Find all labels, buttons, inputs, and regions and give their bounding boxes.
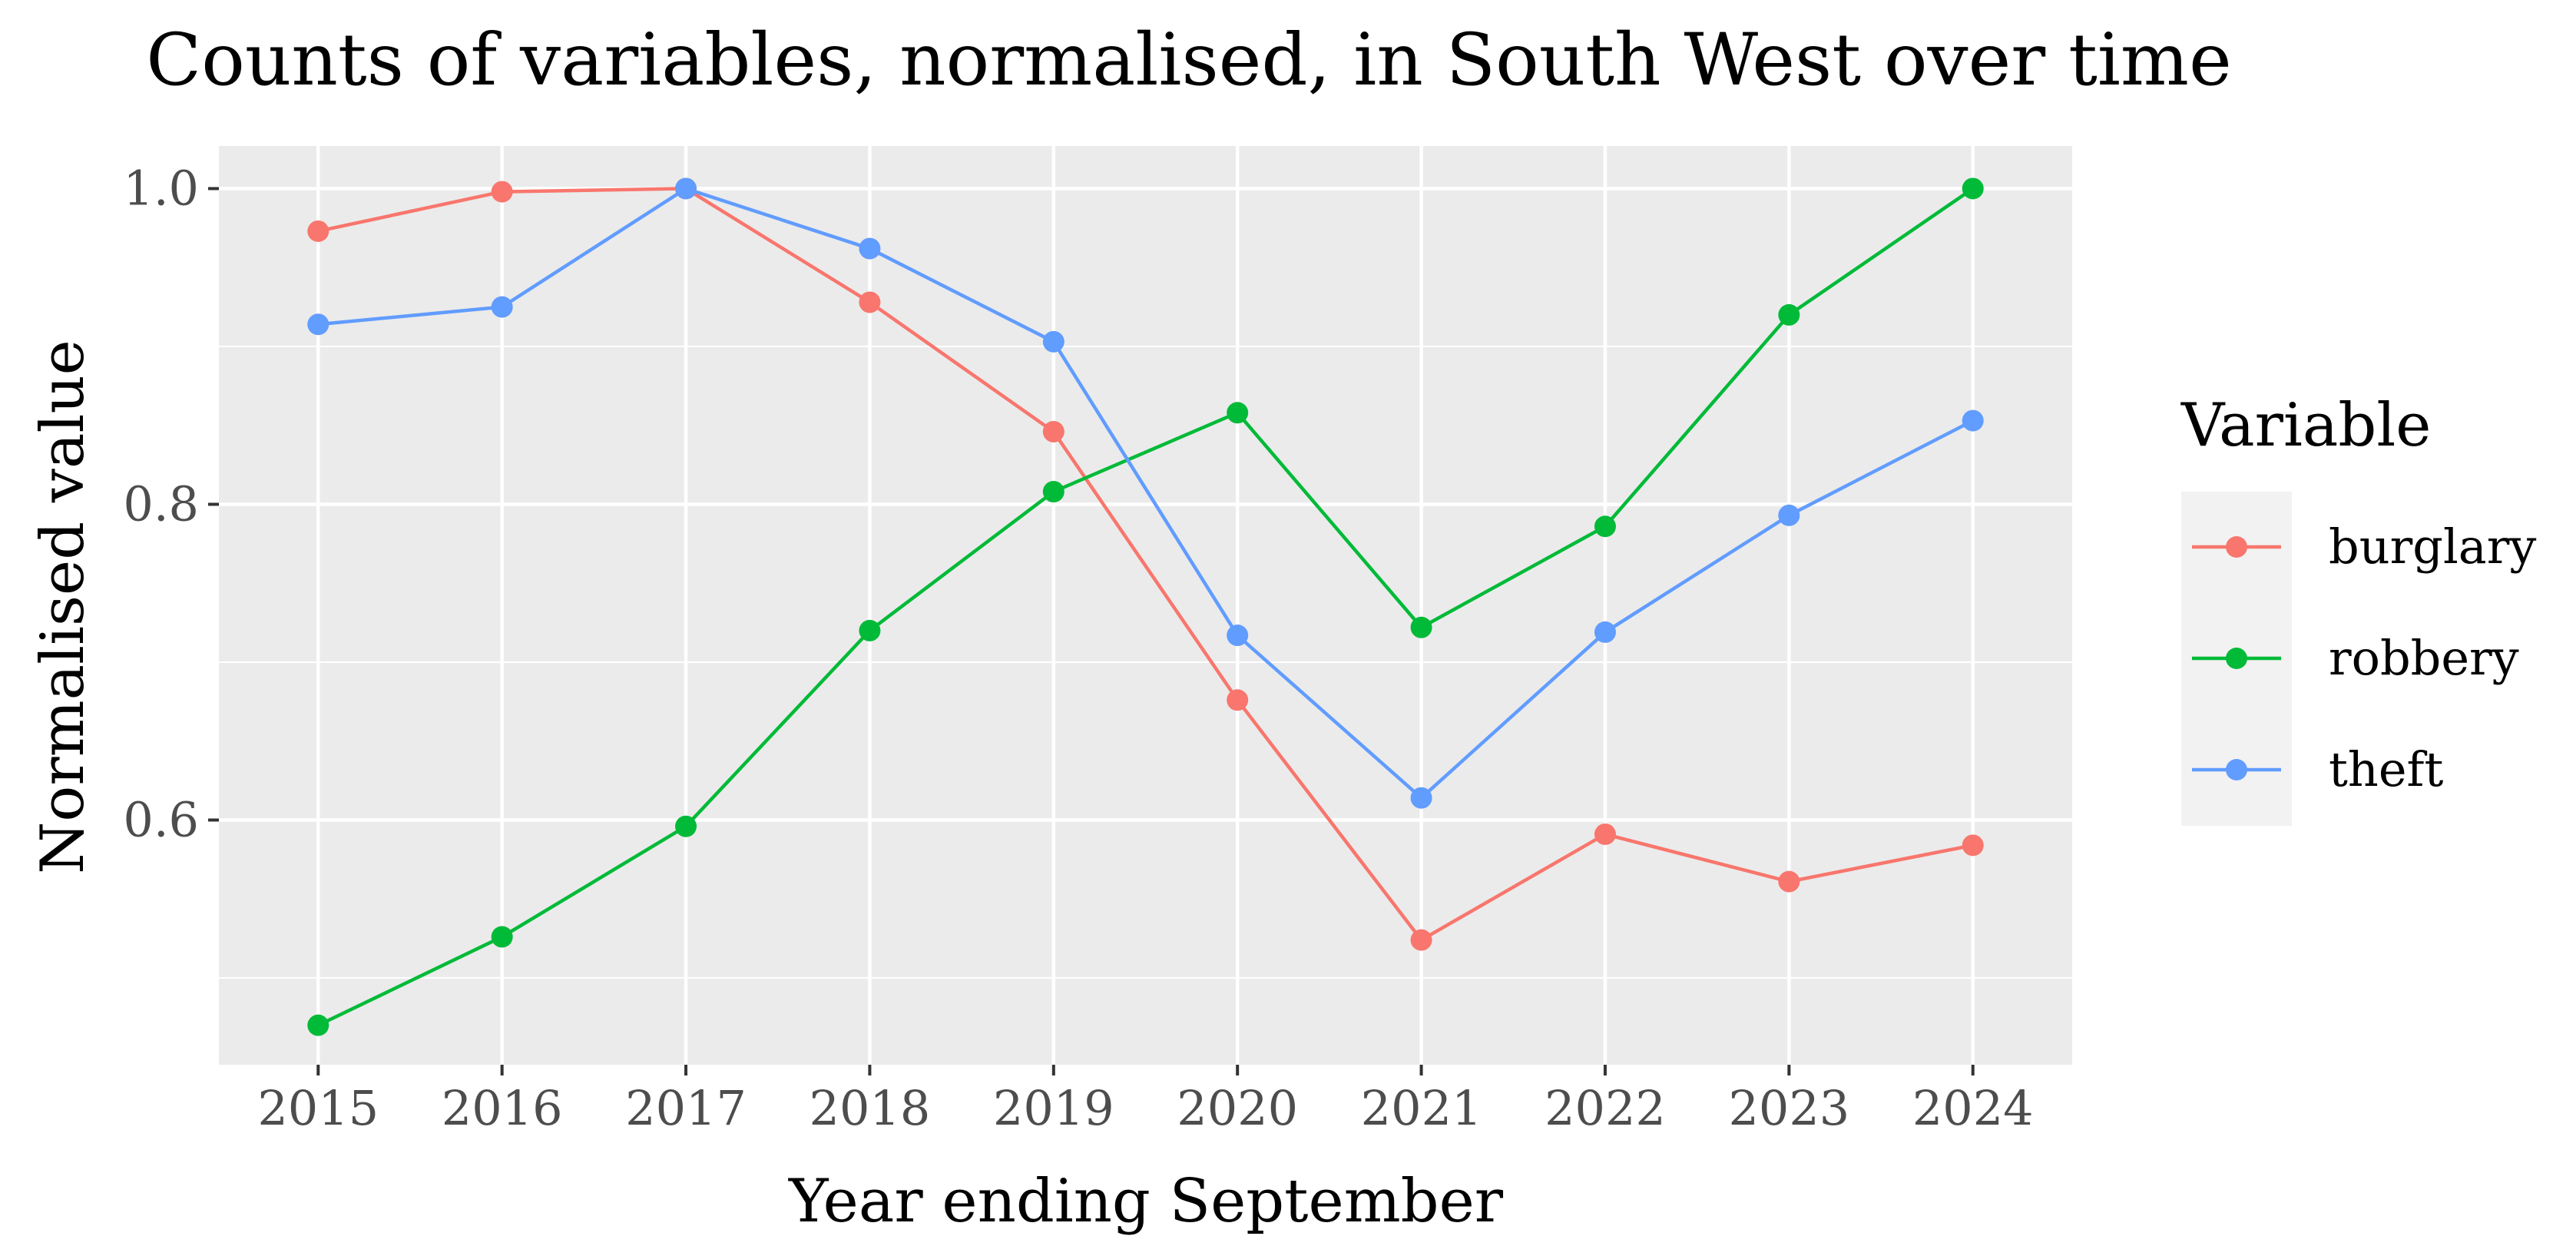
data-point-theft	[491, 296, 513, 318]
data-point-robbery	[1962, 177, 1984, 200]
data-point-robbery	[1042, 481, 1065, 503]
data-point-robbery	[1410, 616, 1432, 638]
x-tick-label: 2017	[625, 1080, 747, 1136]
data-point-robbery	[1594, 515, 1616, 538]
data-point-burglary	[491, 181, 513, 203]
legend-key-point-theft	[2226, 759, 2247, 780]
x-tick-label: 2021	[1361, 1080, 1482, 1136]
y-axis-title: Normalised value	[28, 340, 98, 874]
data-point-burglary	[307, 220, 329, 242]
x-tick-label: 2023	[1728, 1080, 1849, 1136]
y-tick-labels: 0.6 0.8 1.0	[123, 160, 199, 847]
x-axis-title: Year ending September	[788, 1167, 1504, 1236]
x-tick-label: 2015	[257, 1080, 379, 1136]
axis-ticks	[208, 187, 1975, 1075]
data-point-theft	[859, 237, 881, 260]
data-point-robbery	[491, 926, 513, 948]
data-point-burglary	[1410, 929, 1432, 951]
data-point-robbery	[859, 619, 881, 641]
x-tick-label: 2019	[993, 1080, 1114, 1136]
data-point-burglary	[1042, 420, 1065, 442]
legend-key-point-robbery	[2226, 648, 2247, 669]
data-point-burglary	[1778, 870, 1800, 893]
legend-label-robbery: robbery	[2329, 630, 2519, 686]
data-point-theft	[1410, 787, 1432, 809]
x-tick-labels: 2015 2016 2017 2018 2019 2020 2021 2022 2023 2024	[257, 1080, 2033, 1136]
data-point-burglary	[859, 291, 881, 313]
data-point-robbery	[1227, 402, 1249, 424]
series-line-theft	[318, 187, 1974, 800]
data-point-robbery	[1778, 303, 1800, 326]
data-point-robbery	[307, 1014, 329, 1036]
data-point-theft	[1227, 625, 1249, 647]
plot-panel	[219, 146, 2072, 1065]
y-tick-label: 0.8	[123, 476, 199, 532]
series-line-robbery	[317, 187, 1975, 1027]
legend-key-point-burglary	[2226, 536, 2247, 558]
data-point-theft	[1778, 504, 1800, 526]
data-point-burglary	[1227, 689, 1249, 711]
x-tick-label: 2016	[442, 1080, 563, 1136]
series-points	[307, 177, 1984, 1036]
data-point-theft	[1962, 409, 1984, 432]
legend-label-burglary: burglary	[2329, 519, 2536, 575]
series-line-burglary	[317, 187, 1974, 942]
data-point-burglary	[1962, 834, 1984, 857]
y-tick-label: 0.6	[123, 791, 199, 847]
series-lines	[317, 187, 1975, 1027]
data-point-theft	[1042, 330, 1065, 353]
data-point-theft	[307, 313, 329, 336]
legend: Variable burglary robbery theft	[2180, 391, 2536, 826]
data-point-theft	[1594, 621, 1616, 643]
data-point-robbery	[675, 815, 697, 837]
legend-items: burglary robbery theft	[2192, 519, 2536, 797]
chart-title: Counts of variables, normalised, in Sout…	[146, 18, 2231, 102]
x-tick-label: 2018	[810, 1080, 931, 1136]
x-tick-label: 2022	[1545, 1080, 1666, 1136]
data-point-theft	[675, 177, 697, 200]
x-tick-label: 2020	[1177, 1080, 1298, 1136]
data-point-burglary	[1594, 823, 1616, 845]
y-tick-label: 1.0	[123, 160, 199, 216]
legend-title: Variable	[2180, 391, 2431, 460]
x-tick-label: 2024	[1912, 1080, 2034, 1136]
legend-label-theft: theft	[2329, 741, 2443, 797]
